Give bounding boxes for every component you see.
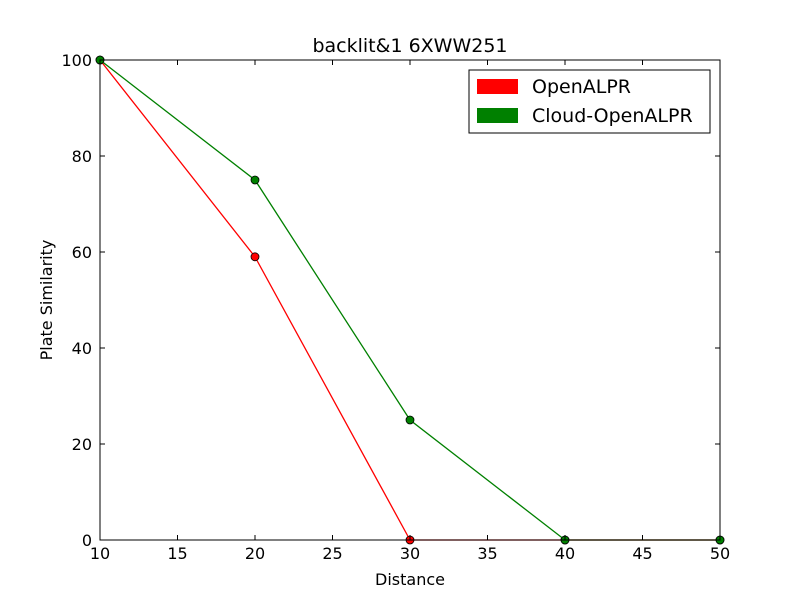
legend-label-openalpr: OpenALPR — [532, 76, 631, 98]
y-axis: 0 20 40 60 80 100 — [61, 51, 720, 550]
x-tick-label: 50 — [710, 544, 730, 563]
x-tick-label: 15 — [167, 544, 187, 563]
x-tick-label: 40 — [555, 544, 575, 563]
data-point-cloud-openalpr — [250, 175, 260, 185]
legend: OpenALPR Cloud-OpenALPR — [468, 69, 711, 134]
x-tick-label: 30 — [400, 544, 420, 563]
y-tick-label: 80 — [72, 147, 92, 166]
legend-swatch-openalpr — [477, 79, 518, 94]
x-tick-label: 25 — [322, 544, 342, 563]
x-axis: 10 15 20 25 30 35 40 45 50 — [90, 60, 730, 563]
y-tick-label: 40 — [72, 339, 92, 358]
y-tick-label: 20 — [72, 435, 92, 454]
x-tick-label: 10 — [90, 544, 110, 563]
legend-label-cloud-openalpr: Cloud-OpenALPR — [532, 105, 693, 127]
x-tick-label: 20 — [245, 544, 265, 563]
x-tick-label: 45 — [632, 544, 652, 563]
data-point-cloud-openalpr — [405, 415, 415, 425]
y-axis-label: Plate Similarity — [37, 240, 56, 361]
y-tick-label: 100 — [61, 51, 92, 70]
data-point-openalpr — [250, 252, 260, 262]
x-tick-label: 35 — [477, 544, 497, 563]
legend-swatch-cloud-openalpr — [477, 108, 518, 123]
y-tick-label: 60 — [72, 243, 92, 262]
x-axis-label: Distance — [375, 570, 445, 589]
chart-title: backlit&1 6XWW251 — [312, 35, 507, 57]
y-tick-label: 0 — [82, 531, 92, 550]
